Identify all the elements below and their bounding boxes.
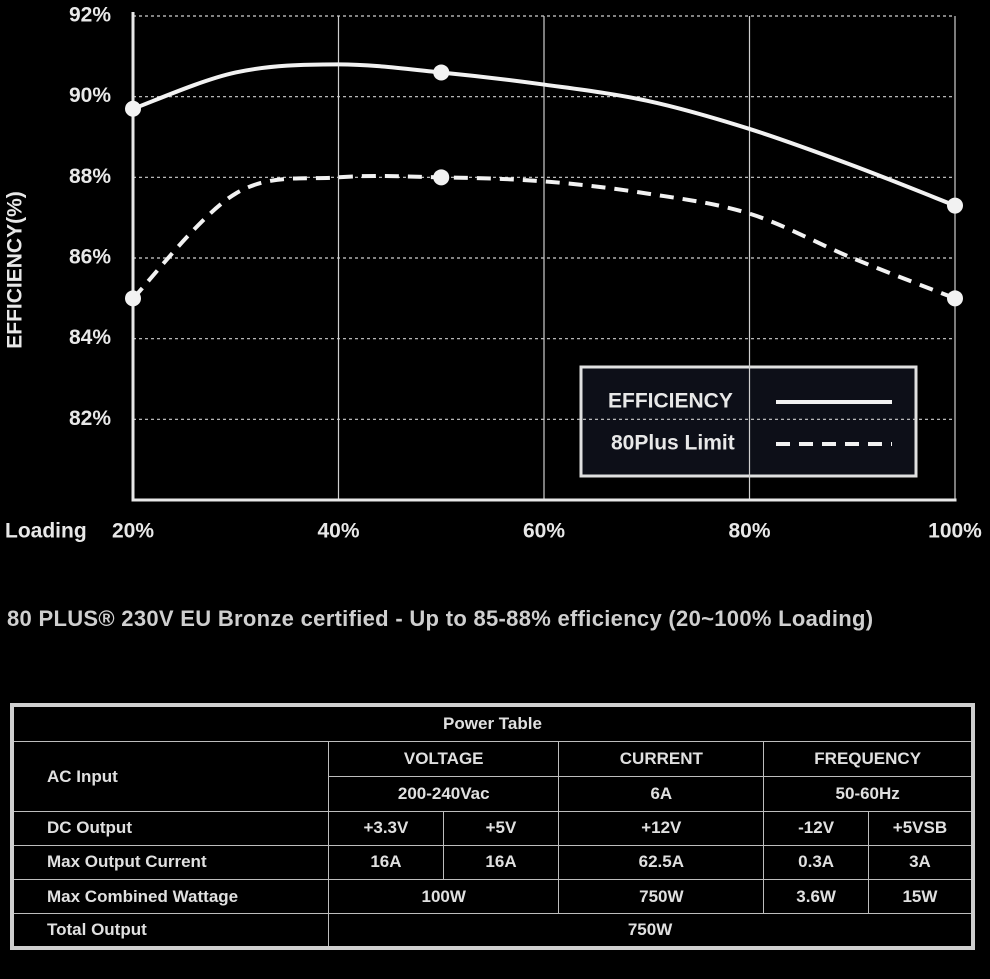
x-tick-label: 60% — [523, 520, 565, 543]
cell: 100W — [328, 878, 560, 915]
x-tick-label: 20% — [112, 520, 154, 543]
y-tick-label: 84% — [69, 326, 111, 349]
cell: -12V — [763, 811, 869, 846]
cell: 3.6W — [763, 878, 869, 915]
legend-box — [579, 365, 918, 478]
x-axis-label: Loading — [5, 520, 87, 543]
header-cell: CURRENT — [558, 740, 765, 778]
cell: 750W — [558, 878, 765, 915]
row-label: AC Input — [11, 740, 330, 813]
cell: 16A — [442, 844, 560, 880]
cell: 200-240Vac — [328, 776, 560, 813]
point-marker — [433, 169, 450, 186]
legend-label: EFFICIENCY — [608, 390, 733, 413]
header-cell: FREQUENCY — [763, 740, 974, 778]
y-axis-label: EFFICIENCY(%) — [4, 191, 27, 349]
y-tick-label: 86% — [69, 246, 111, 269]
chart: EFFICIENCY(%) Loading 82% 84% 86% 88% 90% 92%… — [4, 4, 983, 543]
cell: 62.5A — [558, 844, 765, 880]
x-tick-label: 80% — [728, 520, 770, 543]
power-table: Power Table AC Input VOLTAGE CURRENT FREQUE… — [10, 703, 975, 950]
row-label: Total Output — [11, 913, 330, 949]
point-marker — [947, 197, 963, 214]
cell: 50-60Hz — [763, 776, 974, 813]
legend-label: 80Plus Limit — [611, 432, 735, 455]
y-tick-label: 88% — [69, 165, 111, 188]
cell: 6A — [558, 776, 765, 813]
cell: 0.3A — [763, 844, 869, 880]
point-marker — [125, 290, 141, 307]
cell: +5VSB — [867, 811, 974, 846]
cell: +12V — [558, 811, 765, 846]
cell: 15W — [867, 878, 974, 915]
x-tick-label: 100% — [928, 520, 982, 543]
point-marker — [125, 100, 141, 117]
cell: +5V — [442, 811, 560, 846]
header-cell: VOLTAGE — [328, 740, 560, 778]
row-label: Max Output Current — [11, 844, 330, 880]
series-line — [132, 62, 956, 208]
table-title: Power Table — [11, 704, 974, 742]
point-marker — [433, 64, 450, 81]
row-label: Max Combined Wattage — [11, 878, 330, 915]
caption: 80 PLUS® 230V EU Bronze certified - Up t… — [7, 606, 874, 631]
cell: 750W — [328, 913, 974, 949]
point-marker — [947, 290, 963, 307]
cell: +3.3V — [328, 811, 444, 846]
y-tick-label: 82% — [69, 407, 111, 430]
y-tick-label: 90% — [69, 84, 111, 107]
y-tick-label: 92% — [69, 4, 111, 27]
row-label: DC Output — [11, 811, 330, 846]
cell: 16A — [328, 844, 444, 880]
cell: 3A — [867, 844, 974, 880]
x-tick-label: 40% — [317, 520, 359, 543]
series-line — [131, 173, 956, 301]
